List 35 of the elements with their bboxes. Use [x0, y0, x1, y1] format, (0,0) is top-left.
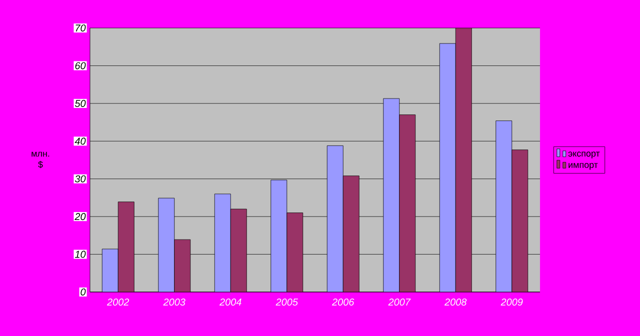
- bar: [118, 202, 134, 292]
- x-tick-label: 2009: [500, 298, 523, 306]
- y-tick-label: 40: [74, 138, 86, 145]
- bar: [455, 28, 472, 292]
- bar: [399, 114, 416, 292]
- bar: [270, 180, 288, 292]
- bar: [174, 239, 191, 292]
- x-tick-label: 2006: [332, 298, 354, 306]
- bar: [214, 194, 231, 292]
- x-tick-label: 2003: [163, 298, 186, 306]
- bar: [383, 98, 400, 292]
- y-tick-label: 50: [74, 100, 86, 107]
- bar: [439, 43, 456, 292]
- y-tick-label: 10: [74, 250, 86, 258]
- y-tick-label: 30: [74, 175, 86, 182]
- y-tick-label: 70: [76, 24, 86, 32]
- x-tick-label: 2007: [388, 298, 411, 306]
- bar: [158, 198, 175, 292]
- bar: [342, 176, 360, 292]
- y-tick-label: 0: [80, 288, 86, 296]
- x-tick-label: 2004: [219, 298, 242, 306]
- y-tick-label: 60: [75, 62, 86, 70]
- x-tick-label: 2008: [444, 298, 467, 306]
- x-tick-label: 2002: [106, 298, 130, 306]
- x-tick-label: 2005: [276, 298, 298, 306]
- bar: [496, 120, 512, 292]
- legend-label: импорт: [568, 163, 598, 170]
- bar: [326, 145, 344, 292]
- bar: [102, 248, 118, 292]
- bar: [286, 212, 304, 292]
- legend-label: экспорт: [568, 152, 600, 158]
- bar: [230, 208, 247, 292]
- bar: [512, 150, 528, 292]
- y-tick-label: 20: [74, 213, 86, 220]
- y-axis-title: млн. $: [32, 152, 50, 168]
